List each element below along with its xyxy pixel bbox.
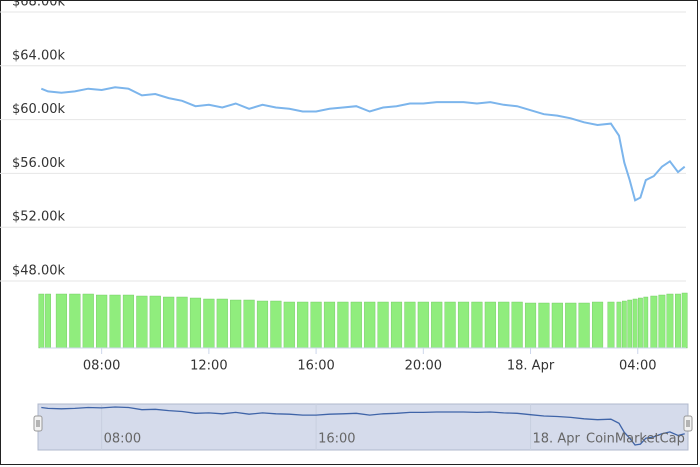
- volume-bar: [55, 293, 68, 349]
- y-tick-label: $48.00k: [12, 264, 65, 279]
- volume-bar: [457, 301, 470, 349]
- volume-bar: [511, 301, 523, 349]
- volume-bar: [524, 302, 537, 349]
- x-tick-label: 16:00: [297, 359, 334, 374]
- navigator-line: [41, 406, 685, 446]
- volume-bar: [377, 301, 389, 349]
- volume-bar: [364, 301, 376, 349]
- volume-bar: [203, 298, 215, 349]
- volume-bar: [45, 293, 51, 349]
- volume-bar: [122, 294, 135, 349]
- volume-bar: [283, 301, 295, 349]
- volume-bar: [310, 301, 322, 349]
- volume-bar: [551, 302, 563, 349]
- y-tick-label: $64.00k: [12, 48, 65, 63]
- navigator-handle: [33, 415, 43, 432]
- volume-bar: [484, 301, 496, 349]
- volume-bar: [431, 301, 443, 349]
- volume-bar: [230, 299, 242, 349]
- volume-bar: [681, 292, 688, 349]
- volume-bar: [243, 299, 255, 349]
- volume-bar: [297, 301, 309, 349]
- volume-bar: [622, 300, 627, 349]
- x-tick-label: 04:00: [619, 359, 656, 374]
- volume-bar: [638, 297, 643, 349]
- volume-bar: [69, 293, 81, 349]
- y-tick-label: $68.00k: [12, 0, 65, 10]
- volume-bar: [136, 295, 148, 349]
- volume-bar: [471, 301, 483, 349]
- navigator-window: [37, 403, 689, 451]
- volume-bar: [417, 301, 429, 349]
- volume-bar: [666, 293, 674, 349]
- navigator-handle: [683, 415, 693, 432]
- volume-bar: [337, 301, 349, 349]
- navigator-tick-label: 18. Apr: [533, 432, 581, 447]
- volume-bar: [270, 300, 282, 349]
- x-tick-label: 18. Apr: [507, 359, 555, 374]
- volume-bar: [632, 298, 638, 349]
- volume-bar: [627, 299, 633, 349]
- volume-bar: [149, 295, 161, 349]
- volume-bar: [96, 294, 108, 349]
- volume-bar: [189, 297, 202, 349]
- volume-bar: [109, 294, 121, 349]
- volume-bar: [616, 301, 622, 349]
- volume-bar: [82, 293, 94, 349]
- price-line: [40, 86, 686, 202]
- volume-bar: [38, 293, 45, 349]
- volume-bar: [390, 301, 403, 349]
- x-tick-label: 20:00: [405, 359, 442, 374]
- volume-bar: [643, 296, 649, 349]
- navigator-tick-label: 16:00: [318, 432, 355, 447]
- volume-bar: [163, 296, 175, 349]
- volume-bar: [650, 295, 658, 349]
- volume-bar: [498, 301, 510, 349]
- navigator: 08:00 16:00 18. Apr CoinMarketCap: [33, 403, 693, 451]
- volume-bar: [658, 294, 666, 349]
- volume-bar: [538, 302, 550, 349]
- volume-bar: [176, 296, 188, 349]
- x-tick-label: 12:00: [190, 359, 227, 374]
- y-tick-label: $52.00k: [12, 210, 65, 225]
- x-tick-label: 08:00: [83, 359, 120, 374]
- volume-bar: [591, 301, 604, 349]
- volume-bar: [256, 300, 269, 349]
- volume-bar: [216, 298, 228, 349]
- navigator-tick-label: 08:00: [104, 432, 141, 447]
- volume-bar: [404, 301, 416, 349]
- credit: CoinMarketCap: [586, 432, 685, 447]
- volume-bar: [607, 301, 615, 349]
- y-tick-label: $60.00k: [12, 102, 65, 117]
- volume-bar: [578, 302, 590, 349]
- volume-bar: [323, 301, 336, 349]
- volume-bar: [350, 301, 362, 349]
- volume-bar: [675, 293, 681, 349]
- volume-bar: [444, 301, 456, 349]
- volume-bar: [565, 302, 577, 349]
- y-tick-label: $56.00k: [12, 156, 65, 171]
